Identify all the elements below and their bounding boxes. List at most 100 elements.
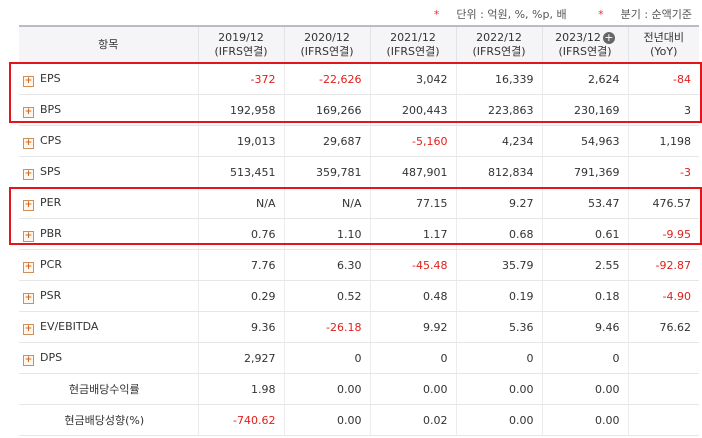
- plus-square-icon[interactable]: +: [23, 199, 34, 211]
- value-cell: 0.18: [541, 280, 628, 312]
- value-cell: -92.87: [627, 249, 699, 281]
- table-row: + PBR 0.76 1.10 1.17 0.68 0.61 -9.95: [19, 218, 699, 250]
- row-label: + DPS: [19, 342, 198, 374]
- value-cell: 76.62: [627, 311, 699, 343]
- value-cell: -9.95: [627, 218, 699, 250]
- value-cell: 0.02: [369, 404, 456, 436]
- value-cell: -3: [627, 156, 699, 188]
- plus-square-icon[interactable]: +: [23, 354, 34, 366]
- value-cell: 77.15: [369, 187, 456, 219]
- value-cell: 1.10: [283, 218, 370, 250]
- value-cell: 0.00: [283, 373, 370, 405]
- value-cell: 2,927: [197, 342, 284, 374]
- plus-square-icon[interactable]: +: [23, 137, 34, 149]
- row-label: + EV/EBITDA: [19, 311, 198, 343]
- unit-notes: * 단위 : 억원, %, %p, 배 * 분기 : 순액기준: [406, 6, 692, 22]
- table-row: + EV/EBITDA 9.36 -26.18 9.92 5.36 9.46 76.62: [19, 311, 699, 343]
- value-cell: -740.62: [197, 404, 284, 436]
- value-cell: 0: [541, 342, 628, 374]
- row-label-text: 현금배당수익률: [68, 383, 140, 396]
- row-label: + EPS: [19, 63, 198, 95]
- value-cell: 2,624: [541, 63, 628, 95]
- row-label-text: PSR: [40, 288, 62, 302]
- header-item: 항목: [19, 25, 198, 64]
- value-cell: 169,266: [283, 94, 370, 126]
- value-cell: 53.47: [541, 187, 628, 219]
- quarter-note: 분기 : 순액기준: [620, 8, 692, 21]
- plus-square-icon[interactable]: +: [23, 106, 34, 118]
- value-cell: 1.17: [369, 218, 456, 250]
- row-label: + PER: [19, 187, 198, 219]
- table-row: + PCR 7.76 6.30 -45.48 35.79 2.55 -92.87: [19, 249, 699, 281]
- row-label: + BPS: [19, 94, 198, 126]
- header-col: 2021/12 (IFRS연결): [369, 25, 456, 64]
- value-cell: 0.48: [369, 280, 456, 312]
- row-label: + SPS: [19, 156, 198, 188]
- asterisk-icon: *: [598, 8, 604, 21]
- value-cell: 54,963: [541, 125, 628, 157]
- value-cell: 0.00: [455, 373, 542, 405]
- value-cell: -26.18: [283, 311, 370, 343]
- value-cell: 3,042: [369, 63, 456, 95]
- value-cell: 0.76: [197, 218, 284, 250]
- value-cell: -4.90: [627, 280, 699, 312]
- value-cell: 6.30: [283, 249, 370, 281]
- value-cell: 1,198: [627, 125, 699, 157]
- value-cell: 29,687: [283, 125, 370, 157]
- value-cell: -22,626: [283, 63, 370, 95]
- row-label-text: SPS: [40, 164, 61, 178]
- row-label-text: CPS: [40, 133, 62, 147]
- value-cell: 0.00: [541, 404, 628, 436]
- row-label: 현금배당성향(%): [19, 404, 198, 436]
- plus-square-icon[interactable]: +: [23, 75, 34, 87]
- value-cell: [627, 373, 699, 405]
- value-cell: 0: [455, 342, 542, 374]
- value-cell: 513,451: [197, 156, 284, 188]
- row-label-text: PBR: [40, 226, 62, 240]
- value-cell: -5,160: [369, 125, 456, 157]
- row-label: 현금배당수익률: [19, 373, 198, 405]
- financial-ratio-table: 항목 2019/12 (IFRS연결) 2020/12 (IFRS연결) 2021/…: [19, 25, 699, 436]
- value-cell: 35.79: [455, 249, 542, 281]
- plus-square-icon[interactable]: +: [23, 168, 34, 180]
- plus-square-icon[interactable]: +: [23, 261, 34, 273]
- table-row: 현금배당성향(%) -740.62 0.00 0.02 0.00 0.00: [19, 404, 699, 436]
- value-cell: 0.00: [455, 404, 542, 436]
- row-label: + PCR: [19, 249, 198, 281]
- value-cell: 5.36: [455, 311, 542, 343]
- row-label-text: EPS: [40, 71, 61, 85]
- value-cell: -84: [627, 63, 699, 95]
- value-cell: 9.46: [541, 311, 628, 343]
- value-cell: N/A: [283, 187, 370, 219]
- header-col: 2022/12 (IFRS연결): [455, 25, 542, 64]
- row-label-text: PCR: [40, 257, 62, 271]
- plus-square-icon[interactable]: +: [23, 230, 34, 242]
- value-cell: 487,901: [369, 156, 456, 188]
- value-cell: 359,781: [283, 156, 370, 188]
- row-label-text: DPS: [40, 350, 63, 364]
- value-cell: 9.36: [197, 311, 284, 343]
- value-cell: -45.48: [369, 249, 456, 281]
- header-col-yoy: 전년대비 (YoY): [627, 25, 699, 64]
- plus-square-icon[interactable]: +: [23, 292, 34, 304]
- value-cell: 0.68: [455, 218, 542, 250]
- value-cell: 0.19: [455, 280, 542, 312]
- value-cell: 0: [283, 342, 370, 374]
- value-cell: [627, 342, 699, 374]
- asterisk-icon: *: [433, 8, 440, 21]
- table-row: + EPS -372 -22,626 3,042 16,339 2,624 -84: [19, 63, 699, 95]
- value-cell: -372: [197, 63, 284, 95]
- value-cell: 0: [369, 342, 456, 374]
- value-cell: 0.00: [283, 404, 370, 436]
- value-cell: 9.27: [455, 187, 542, 219]
- row-label: + CPS: [19, 125, 198, 157]
- value-cell: 1.98: [197, 373, 284, 405]
- value-cell: 200,443: [369, 94, 456, 126]
- value-cell: 0.52: [283, 280, 370, 312]
- plus-square-icon[interactable]: +: [23, 323, 34, 335]
- value-cell: 791,369: [541, 156, 628, 188]
- plus-circle-icon[interactable]: +: [602, 31, 615, 44]
- table-row: + CPS 19,013 29,687 -5,160 4,234 54,963 1,198: [19, 125, 699, 157]
- header-col: 2023/12 + (IFRS연결): [541, 25, 628, 64]
- value-cell: 0.61: [541, 218, 628, 250]
